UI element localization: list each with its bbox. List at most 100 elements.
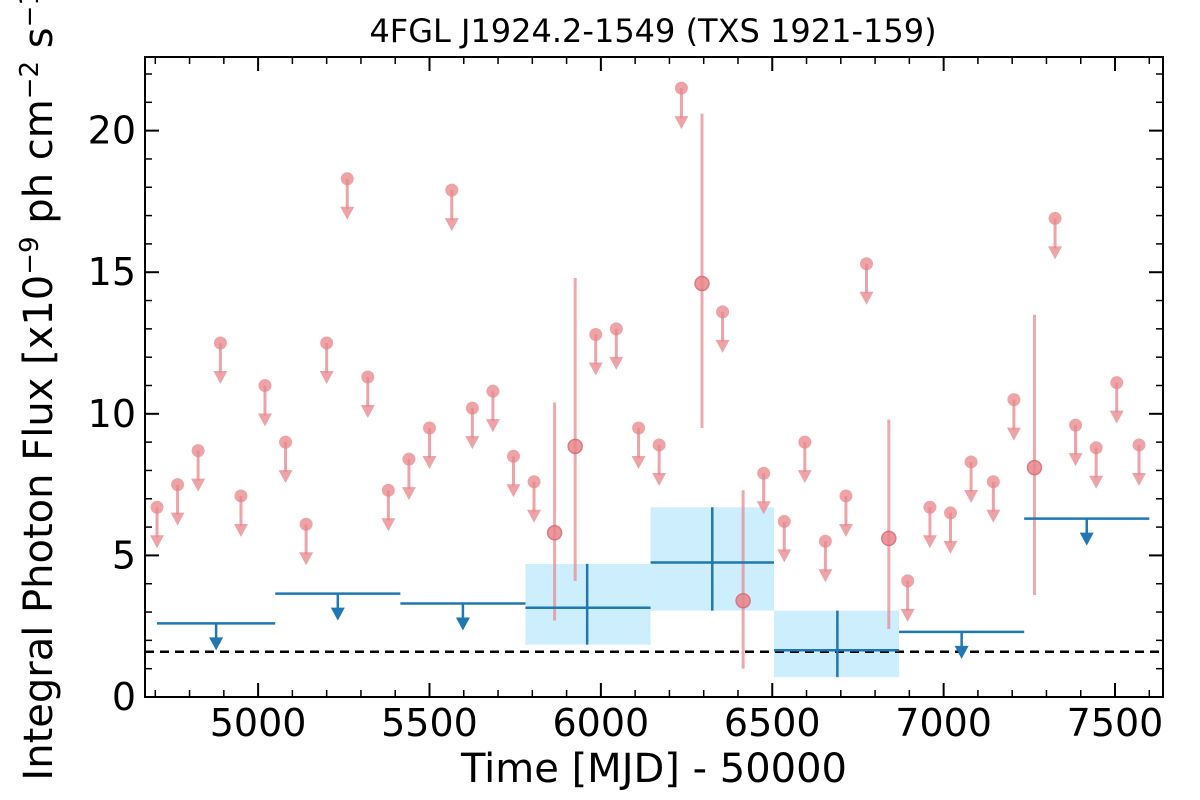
fine-upper-limit-arrow [191,478,206,492]
fine-upper-limit-arrow [444,218,459,232]
fine-upper-limit-arrow [818,569,833,583]
x-axis-label: Time [MJD] - 50000 [460,746,847,792]
fine-upper-limit-arrow [838,523,853,537]
fine-upper-limit-arrow [1109,410,1124,424]
y-axis-label-mid: ph cm [16,99,62,236]
fine-upper-limit-marker [422,421,436,435]
fine-upper-limit-arrow [922,535,937,549]
y-tick-label: 15 [88,250,136,294]
y-axis-label-exp2: −2 [15,61,45,99]
fine-upper-limit-arrow [609,356,624,370]
fine-upper-limit-marker [1048,211,1062,225]
fine-upper-limit-marker [964,455,978,469]
fine-upper-limit-marker [1007,393,1021,407]
fine-upper-limit-arrow [943,540,958,554]
fine-upper-limit-arrow [1048,246,1063,260]
fine-upper-limit-arrow [986,509,1001,523]
fine-upper-limit-arrow [170,512,185,526]
fine-upper-limit-marker [340,172,354,186]
fine-upper-limit-marker [279,435,293,449]
fine-upper-limit-marker [361,370,375,384]
y-axis-label-exp1: −9 [15,236,45,274]
fine-upper-limit-marker [234,489,248,503]
fine-detection-point [567,438,583,455]
fine-upper-limit-arrow [631,455,646,469]
fine-upper-limit-marker [1089,441,1103,455]
fine-upper-limit-marker [923,500,937,514]
fine-upper-limit-arrow [1006,427,1021,441]
x-tick-label: 7000 [895,701,992,745]
fine-detection-point [1026,459,1043,476]
y-axis-label-main: Integral Photon Flux [x10 [16,275,62,781]
fine-upper-limit-arrow [213,371,228,385]
fine-upper-limit-marker [465,401,479,415]
fine-upper-limit-marker [798,435,812,449]
fine-upper-limit-arrow [485,419,500,433]
plot-frame [144,56,1164,698]
fine-upper-limit-marker [901,574,915,588]
fine-upper-limit-arrow [381,518,396,532]
fine-upper-limit-marker [943,506,957,520]
fine-upper-limit-arrow [652,472,667,486]
fine-upper-limit-marker [402,452,416,466]
fine-upper-limit-arrow [1068,453,1083,467]
fine-upper-limit-arrow [797,470,812,484]
fine-upper-limit-arrow [964,489,979,503]
fine-upper-limit-marker [716,305,730,319]
fine-upper-limit-marker [839,489,853,503]
fine-upper-limit-marker [213,336,227,350]
fine-detection-point [735,592,751,609]
plot-area [145,81,1163,678]
fine-detection-point [881,530,897,547]
coarse-upper-limit-arrow [1079,532,1094,546]
axis-ticks: 5000 5500 6000 6500 7000 7500 0 5 10 15 20 [88,57,1164,745]
fine-upper-limit-arrow [233,523,248,537]
x-tick-label: 6000 [553,701,650,745]
y-axis-label-exp3: −1 [15,0,45,27]
fine-upper-limit-arrow [257,413,272,427]
coarse-upper-limit-arrow [330,607,345,621]
y-tick-label: 10 [88,392,136,436]
chart-title: 4FGL J1924.2-1549 (TXS 1921-159) [369,12,936,50]
fine-upper-limit-marker [445,183,459,197]
fine-upper-limit-marker [486,384,500,398]
fine-upper-limit-arrow [401,487,416,501]
fine-upper-limit-marker [191,444,205,458]
fine-upper-limit-marker [150,500,164,514]
x-tick-label: 6500 [724,701,821,745]
x-tick-label: 7500 [1067,701,1164,745]
fine-upper-limit-arrow [1132,472,1147,486]
fine-upper-limit-marker [777,514,791,528]
fine-upper-limit-arrow [506,484,521,498]
fine-upper-limit-arrow [1089,475,1104,489]
fine-upper-limit-marker [258,378,272,392]
fine-upper-limit-marker [818,534,832,548]
fine-upper-limit-marker [589,328,603,342]
fine-upper-limit-marker [299,517,313,531]
fine-upper-limit-marker [757,466,771,480]
fine-upper-limit-marker [674,81,688,95]
fine-upper-limit-marker [527,475,541,489]
fine-upper-limit-marker [381,483,395,497]
fine-upper-limit-arrow [340,206,355,220]
fine-upper-limit-arrow [278,470,293,484]
fine-upper-limit-arrow [756,501,771,515]
fine-upper-limit-arrow [149,535,164,549]
y-axis-label-mid2: s [16,27,62,61]
fine-upper-limit-marker [860,257,874,271]
fine-upper-limit-arrow [900,608,915,622]
fine-upper-limit-arrow [715,339,730,353]
fine-upper-limit-arrow [588,362,603,376]
fine-upper-limit-marker [1069,418,1083,432]
fine-upper-limit-arrow [422,455,437,469]
fine-upper-limit-marker [506,449,520,463]
fine-upper-limit-arrow [674,116,689,130]
fine-upper-limit-marker [986,475,1000,489]
x-tick-label: 5500 [381,701,478,745]
fine-upper-limit-arrow [319,371,334,385]
fine-upper-limit-arrow [465,436,480,450]
coarse-upper-limit-arrow [455,617,470,631]
fine-upper-limit-marker [609,322,623,336]
fine-upper-limit-marker [632,421,646,435]
